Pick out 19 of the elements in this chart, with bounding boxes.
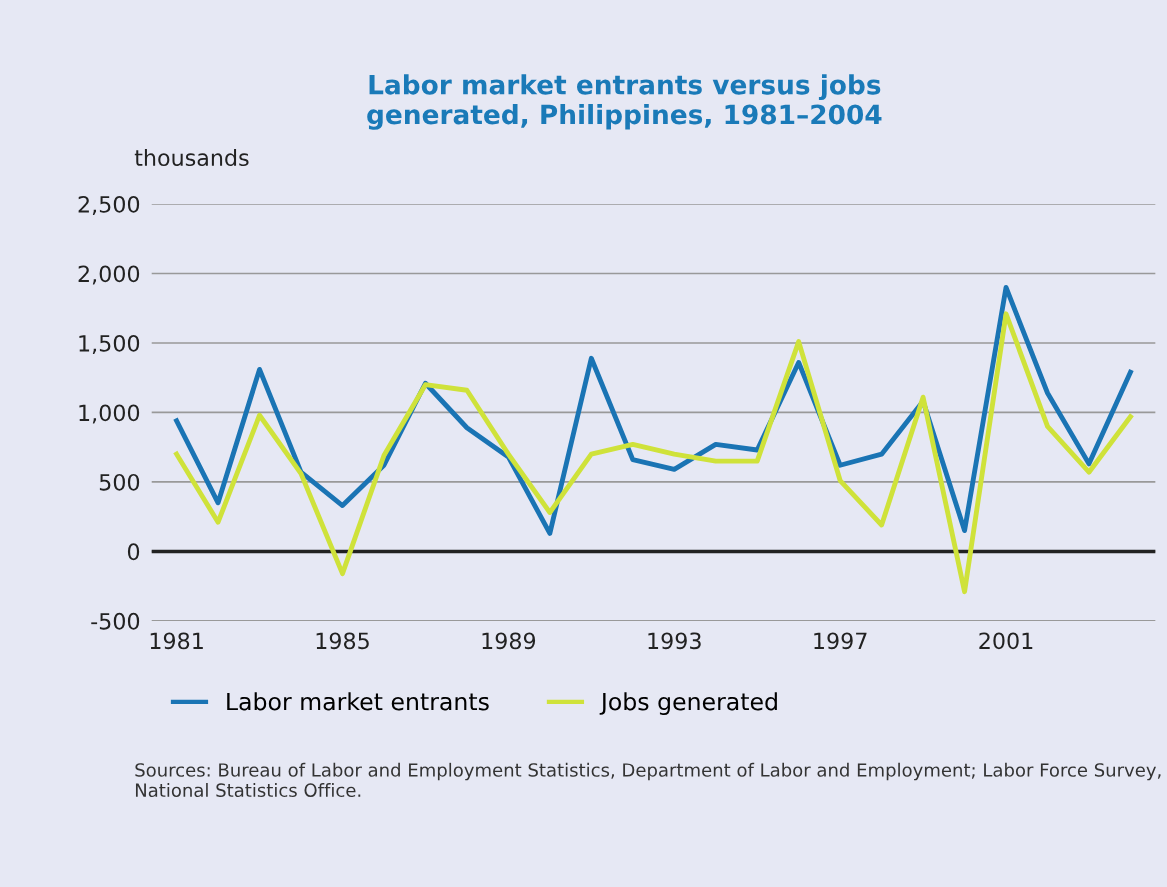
x-tick-label: 1997	[814, 632, 867, 650]
y-axis-title: thousands	[134, 148, 249, 167]
y-tick-label: 500	[99, 473, 140, 491]
y-tick-label: 1,000	[79, 404, 140, 424]
y-tick-label: 2,500	[78, 195, 140, 216]
y-tick-label: 2,000	[78, 265, 140, 285]
y-tick-label: 0	[127, 543, 140, 561]
line-series	[174, 311, 1133, 595]
chart-title: Labor market entrants versus jobs generated, Philippines, 1981–2004	[367, 74, 882, 130]
x-tick-label: 1981	[150, 632, 203, 650]
x-tick-label: 1993	[648, 632, 701, 650]
source-note: Sources: Bureau of Labor and Employment Statistics, Department of Labor and Employment; Labor Force Survey, National Statistics Office.	[135, 762, 1161, 798]
x-tick-label: 1989	[482, 632, 536, 650]
legend-label: Labor market entrants	[227, 692, 489, 711]
x-tick-label: 2001	[979, 632, 1033, 650]
y-tick-label: -500	[91, 612, 140, 630]
y-tick-label: 1,500	[79, 334, 140, 354]
legend-label: Jobs generated	[599, 692, 777, 716]
x-tick-label: 1985	[316, 632, 369, 650]
